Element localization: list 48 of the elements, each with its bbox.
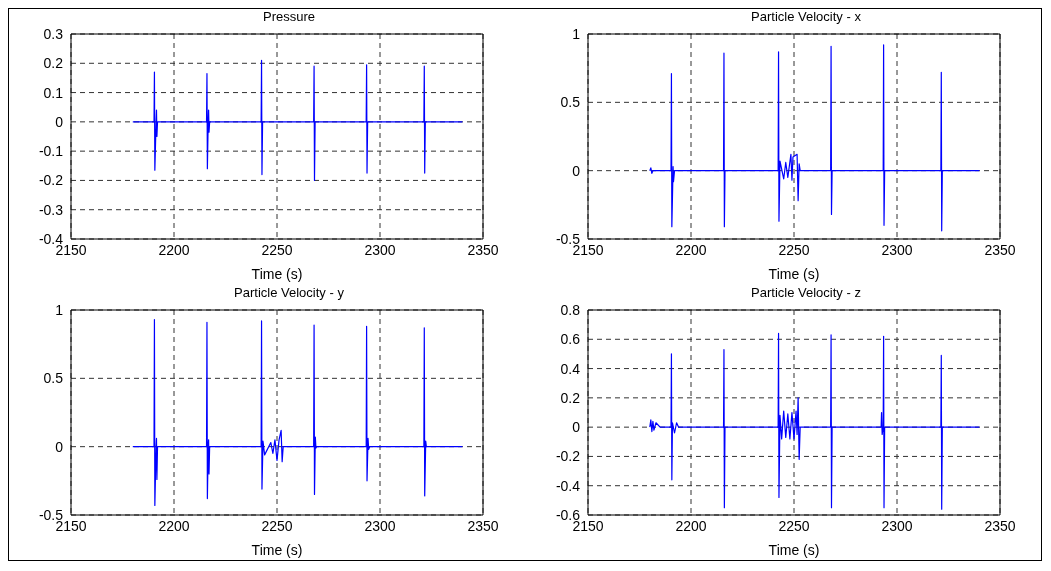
line-series <box>649 44 980 232</box>
y-tick-label: 0.5 <box>43 370 64 387</box>
x-tick-label: 2350 <box>467 241 499 258</box>
y-tick-label: 0 <box>55 438 64 455</box>
line-series <box>132 318 463 507</box>
y-tick-label: 0.1 <box>43 84 64 101</box>
y-tick-label: -0.2 <box>38 172 64 189</box>
x-axis-title: Time (s) <box>251 542 303 558</box>
y-tick-label: 0.6 <box>560 331 581 348</box>
chart-title: Particle Velocity - y <box>233 285 345 301</box>
y-tick-label: -0.4 <box>555 477 581 494</box>
x-axis-title: Time (s) <box>768 542 820 558</box>
x-tick-label: 2300 <box>364 517 396 534</box>
y-tick-label: 0 <box>572 419 581 436</box>
x-tick-label: 2200 <box>675 517 707 534</box>
x-tick-label: 2300 <box>364 241 396 258</box>
x-axis-title: Time (s) <box>768 266 820 282</box>
y-tick-label: 0.2 <box>560 389 581 406</box>
y-tick-label: 0.4 <box>560 360 581 377</box>
y-tick-label: -0.2 <box>555 448 581 465</box>
x-tick-label: 2300 <box>881 517 913 534</box>
chart-title: Particle Velocity - x <box>750 9 862 25</box>
x-tick-label: 2200 <box>675 241 707 258</box>
y-tick-label: 1 <box>572 25 581 42</box>
x-tick-label: 2350 <box>467 517 499 534</box>
y-tick-label: 0.8 <box>560 301 581 318</box>
x-tick-label: 2200 <box>158 517 190 534</box>
y-tick-label: -0.3 <box>38 201 64 218</box>
x-tick-label: 2350 <box>984 241 1016 258</box>
x-tick-label: 2300 <box>881 241 913 258</box>
line-series <box>649 332 980 510</box>
x-tick-label: 2350 <box>984 517 1016 534</box>
x-tick-label: 2250 <box>261 517 293 534</box>
chart-title: Particle Velocity - z <box>750 285 862 301</box>
x-axis-title: Time (s) <box>251 266 303 282</box>
chart-title: Pressure <box>262 9 316 25</box>
x-tick-label: 2250 <box>261 241 293 258</box>
x-tick-label: 2250 <box>778 517 810 534</box>
y-tick-label: 0.2 <box>43 55 64 72</box>
y-tick-label: 0 <box>55 113 64 130</box>
y-tick-label: 0.5 <box>560 94 581 111</box>
x-tick-label: 2250 <box>778 241 810 258</box>
y-tick-label: -0.1 <box>38 143 64 160</box>
y-tick-label: 0.3 <box>43 25 64 42</box>
y-tick-label: 0 <box>572 162 581 179</box>
line-series <box>132 59 463 182</box>
y-tick-label: 1 <box>55 301 64 318</box>
x-tick-label: 2200 <box>158 241 190 258</box>
